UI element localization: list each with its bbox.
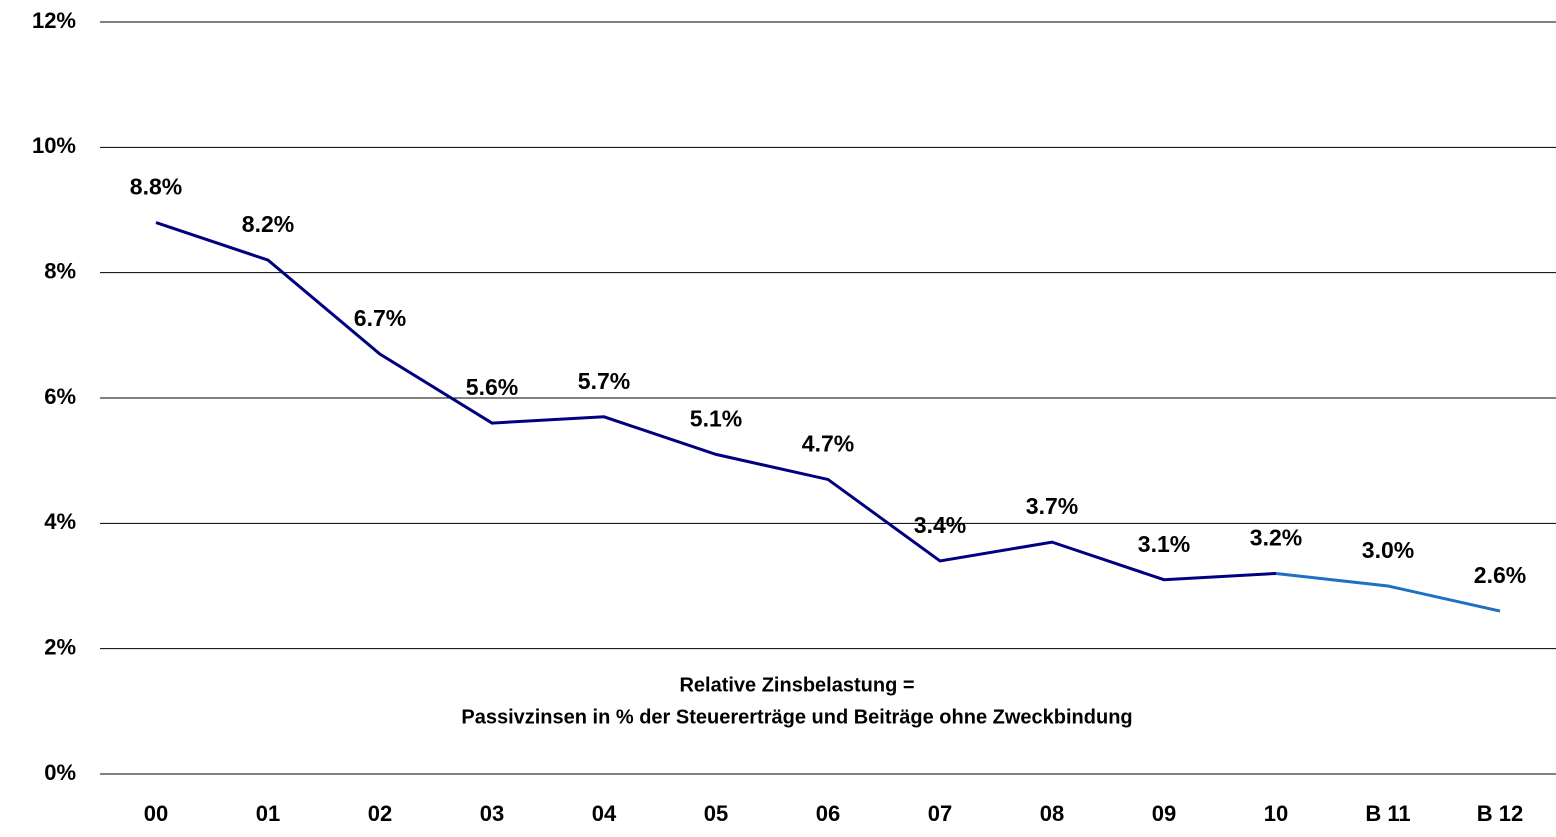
x-tick-label: 04 — [592, 801, 617, 826]
x-tick-label: 00 — [144, 801, 168, 826]
data-label: 3.2% — [1250, 525, 1302, 551]
data-label: 3.1% — [1138, 531, 1190, 557]
x-tick-label: B 12 — [1477, 801, 1523, 826]
data-label: 8.2% — [242, 211, 294, 237]
x-tick-label: 07 — [928, 801, 952, 826]
y-tick-label: 12% — [32, 8, 76, 33]
data-label: 3.7% — [1026, 493, 1078, 519]
x-tick-label: 10 — [1264, 801, 1288, 826]
x-tick-label: B 11 — [1365, 801, 1410, 826]
data-label: 5.1% — [690, 405, 742, 431]
x-tick-label: 09 — [1152, 801, 1176, 826]
data-label: 8.8% — [130, 174, 182, 200]
y-tick-label: 10% — [32, 133, 76, 158]
line-series — [1275, 571, 1501, 613]
y-tick-label: 8% — [44, 258, 76, 283]
y-tick-label: 0% — [44, 760, 76, 785]
annotation: Passivzinsen in % der Steuererträge und … — [461, 706, 1132, 728]
data-label: 3.0% — [1362, 537, 1414, 563]
data-label: 4.7% — [802, 431, 854, 457]
y-tick-label: 2% — [44, 634, 76, 659]
x-tick-label: 02 — [368, 801, 392, 826]
data-label: 3.4% — [914, 512, 966, 538]
annotation: Relative Zinsbelastung = — [679, 674, 914, 696]
x-tick-label: 05 — [704, 801, 728, 826]
x-tick-label: 01 — [256, 801, 280, 826]
line-series — [155, 221, 1277, 582]
y-tick-label: 6% — [44, 384, 76, 409]
data-label: 6.7% — [354, 305, 406, 331]
x-tick-label: 06 — [816, 801, 840, 826]
data-label: 5.6% — [466, 374, 518, 400]
x-tick-label: 03 — [480, 801, 504, 826]
y-tick-label: 4% — [44, 509, 76, 534]
data-label: 5.7% — [578, 368, 630, 394]
x-tick-label: 08 — [1040, 801, 1064, 826]
data-label: 2.6% — [1474, 562, 1526, 588]
